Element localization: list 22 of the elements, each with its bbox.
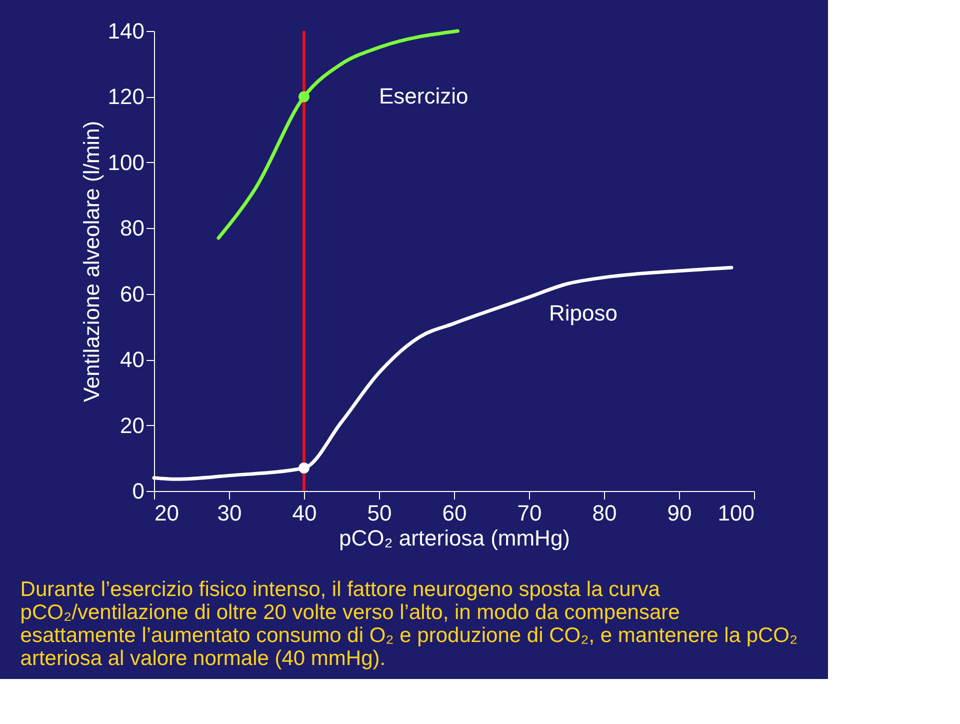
y-tick-label: 0 <box>132 478 144 504</box>
y-tick-label: 100 <box>108 150 144 175</box>
x-tick-label: 80 <box>592 500 617 526</box>
y-tick-label: 140 <box>108 18 144 44</box>
x-tick-label: 100 <box>718 500 754 526</box>
y-tick-label: 20 <box>120 412 144 438</box>
x-tick-label: 60 <box>442 500 467 526</box>
series-label: Esercizio <box>379 84 468 109</box>
series-label: Riposo <box>549 300 618 326</box>
x-tick-label: 50 <box>367 500 392 526</box>
x-tick-label: 20 <box>154 500 179 526</box>
x-axis-title: pCO₂ arteriosa (mmHg) <box>338 526 570 550</box>
y-tick-label: 60 <box>120 281 144 306</box>
y-axis-title: Ventilazione alveolare (l/min) <box>78 120 104 402</box>
text: Durante l’esercizio fisico intenso, il fattore neurogeno sposta la curva pCO₂/ventilazione di oltre 20 volte verso l’alto, in modo da compensare esattamente l’aumentato consumo di O₂ e produzione di CO₂, e mantenere la pCO₂ arteriosa al valore normale (40 mmHg). <box>20 578 798 670</box>
y-tick-label: 120 <box>108 84 144 110</box>
y-tick-label: 80 <box>120 216 144 241</box>
x-tick-label: 70 <box>517 500 542 526</box>
x-tick-label: 90 <box>667 500 692 526</box>
x-tick-label: 30 <box>217 500 242 526</box>
y-tick-label: 40 <box>120 347 144 372</box>
x-tick-label: 40 <box>292 500 317 526</box>
